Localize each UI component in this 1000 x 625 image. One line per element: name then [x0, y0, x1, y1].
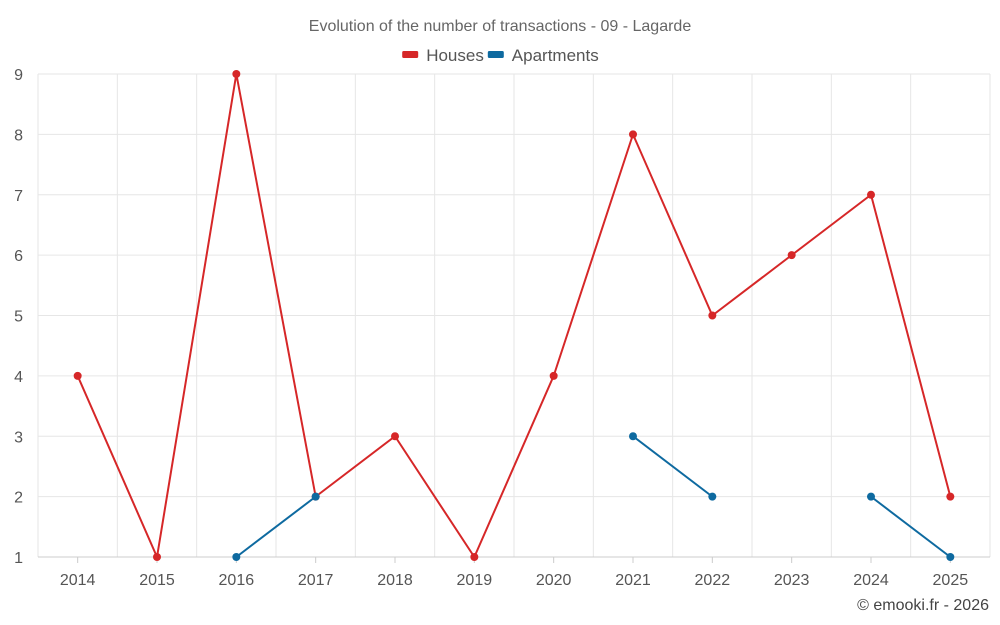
x-tick-label: 2018 — [377, 572, 413, 589]
series-line-segment — [870, 495, 952, 558]
legend-label: Houses — [426, 46, 484, 65]
series-line-segment — [870, 193, 952, 498]
x-tick-label: 2023 — [774, 572, 810, 589]
series-line-segment — [473, 374, 555, 558]
y-tick-label: 5 — [14, 309, 23, 326]
y-tick-label: 2 — [14, 490, 23, 507]
legend-swatch — [402, 51, 419, 58]
x-tick-label: 2014 — [60, 572, 96, 589]
series-line-segment — [632, 133, 714, 317]
data-point — [787, 251, 796, 260]
data-point — [708, 492, 717, 501]
series-line-segment — [156, 73, 238, 558]
chart-title: Evolution of the number of transactions … — [309, 18, 692, 35]
data-point — [232, 70, 241, 78]
data-point — [629, 432, 637, 441]
x-tick-label: 2019 — [457, 572, 493, 589]
series-apartments — [232, 432, 955, 561]
data-point — [73, 371, 82, 380]
series-line-segment — [235, 73, 317, 498]
data-point — [708, 311, 717, 320]
x-tick-label: 2017 — [298, 572, 334, 589]
series-line-segment — [790, 193, 872, 257]
credit-text: © emooki.fr - 2026 — [857, 597, 989, 614]
x-tick-label: 2021 — [615, 572, 651, 589]
series-line-segment — [552, 133, 634, 377]
series-line-segment — [314, 435, 396, 498]
data-point — [311, 492, 320, 501]
x-tick-label: 2022 — [695, 572, 731, 589]
series-line-segment — [632, 435, 714, 498]
data-point — [232, 553, 241, 561]
axes: 1 2 3 4 5 6 7 8 9 2014 2015 2016 2017 2018 2019 2020 202… — [14, 67, 990, 589]
data-point — [867, 492, 875, 501]
x-tick-label: 2024 — [853, 572, 889, 589]
data-point — [391, 432, 399, 441]
series-line-segment — [76, 374, 158, 558]
y-tick-label: 9 — [14, 67, 23, 84]
x-tick-label: 2016 — [219, 572, 255, 589]
series-layer — [73, 70, 955, 561]
data-point — [549, 371, 558, 380]
y-tick-label: 6 — [14, 248, 23, 265]
series-houses — [73, 70, 955, 561]
legend-item-apartments: Apartments — [487, 46, 599, 65]
x-tick-label: 2025 — [933, 572, 969, 589]
y-tick-label: 3 — [14, 429, 23, 446]
legend-item-houses: Houses — [402, 46, 484, 65]
data-point — [946, 492, 955, 501]
data-point — [153, 553, 161, 561]
data-point — [946, 553, 955, 561]
x-tick-label: 2020 — [536, 572, 572, 589]
legend-label: Apartments — [512, 46, 599, 65]
data-point — [629, 130, 637, 139]
data-point — [470, 553, 479, 561]
data-point — [867, 190, 875, 199]
x-tick-label: 2015 — [139, 572, 175, 589]
y-tick-label: 1 — [14, 550, 23, 567]
y-tick-label: 7 — [14, 188, 23, 205]
series-line-segment — [711, 254, 793, 317]
legend-swatch — [487, 51, 504, 58]
y-tick-label: 4 — [14, 369, 23, 386]
series-line-segment — [235, 495, 317, 558]
legend: Houses Apartments — [402, 46, 599, 65]
y-tick-label: 8 — [14, 127, 23, 144]
grid — [37, 73, 991, 557]
series-line-segment — [394, 435, 476, 558]
